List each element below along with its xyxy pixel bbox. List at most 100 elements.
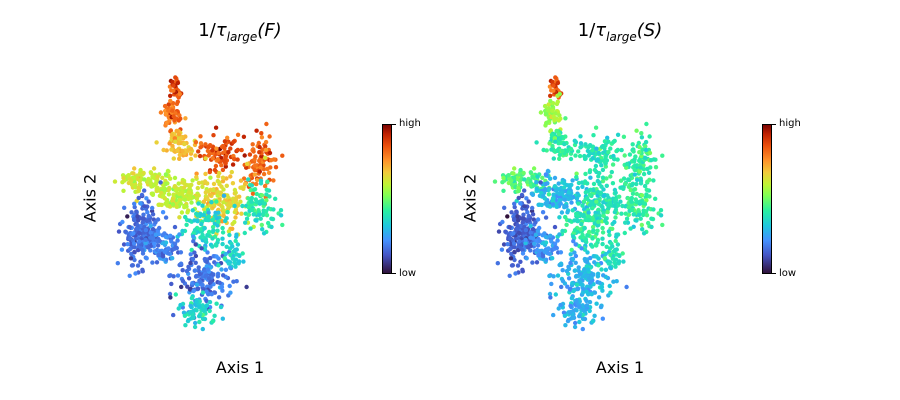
data-point (196, 265, 201, 270)
data-point (557, 156, 562, 161)
data-point (190, 281, 195, 286)
data-point (195, 213, 200, 218)
data-point (223, 251, 228, 257)
data-point (546, 246, 551, 251)
data-point (511, 231, 516, 236)
data-point (220, 316, 225, 321)
data-point (576, 149, 581, 154)
data-point (185, 318, 191, 324)
data-point (532, 241, 537, 246)
point-cluster-upper-right (573, 125, 633, 175)
data-point (159, 202, 164, 208)
data-point (180, 278, 186, 284)
data-point (152, 241, 157, 246)
data-point (568, 146, 574, 152)
data-point (636, 212, 642, 217)
data-point (172, 224, 178, 230)
data-point (172, 118, 177, 123)
data-point (590, 236, 595, 241)
data-point (258, 181, 264, 186)
data-point (257, 150, 262, 155)
data-point (523, 228, 529, 233)
data-point (591, 217, 596, 222)
data-point (590, 224, 596, 230)
data-point (552, 241, 558, 246)
data-point (637, 199, 642, 204)
data-point (254, 128, 259, 133)
data-point (535, 217, 541, 222)
data-point (156, 252, 161, 257)
point-cluster-right-mid (612, 177, 665, 236)
data-point (201, 199, 207, 204)
data-point (264, 192, 269, 197)
data-point (122, 205, 127, 210)
data-point (547, 273, 552, 279)
data-point (565, 210, 570, 215)
data-point (233, 215, 238, 220)
data-point (239, 147, 244, 153)
data-point (210, 244, 215, 249)
data-point (211, 272, 216, 277)
data-point (216, 219, 221, 224)
data-point (612, 219, 617, 225)
data-point (602, 256, 607, 261)
data-point (208, 284, 213, 289)
data-point (512, 166, 517, 171)
data-point (638, 216, 643, 221)
data-point (199, 221, 204, 227)
data-point (526, 245, 531, 250)
y-axis-label: Axis 2 (80, 173, 100, 223)
data-point (166, 102, 171, 107)
data-point (205, 267, 211, 272)
data-point (605, 135, 610, 140)
data-point (580, 290, 586, 295)
data-point (253, 154, 258, 159)
data-point (220, 175, 226, 180)
data-point (583, 171, 588, 177)
data-point (176, 306, 181, 311)
data-point (600, 167, 606, 173)
data-point (607, 283, 612, 289)
data-point (206, 217, 211, 223)
data-point (584, 264, 589, 269)
data-point (537, 225, 542, 231)
data-point (167, 291, 173, 297)
data-point (511, 176, 517, 181)
data-point (203, 142, 208, 147)
data-point (169, 239, 174, 244)
data-point (171, 88, 176, 93)
data-point (252, 167, 257, 173)
data-point (509, 182, 515, 188)
data-point (151, 183, 157, 188)
data-point (267, 134, 272, 139)
data-point (643, 139, 649, 145)
colorbar (382, 124, 392, 274)
data-point (587, 169, 592, 175)
data-point (550, 143, 555, 149)
data-point (244, 216, 250, 221)
colorbar-tick-bottom (772, 273, 776, 274)
data-point (240, 251, 245, 256)
data-point (575, 213, 580, 218)
data-point (519, 192, 525, 198)
data-point (129, 178, 134, 183)
data-point (155, 217, 161, 222)
point-cluster-left-blob-2 (520, 217, 576, 278)
data-point (588, 284, 593, 289)
data-point (576, 265, 581, 270)
point-cluster-tail-mid (538, 91, 563, 141)
data-point (233, 257, 239, 262)
data-point (269, 224, 274, 230)
data-point (585, 148, 591, 154)
data-point (246, 196, 251, 201)
data-point (235, 242, 241, 247)
data-point (557, 113, 562, 118)
data-point (143, 240, 148, 246)
data-point (628, 187, 633, 193)
data-point (254, 199, 259, 205)
data-point (188, 146, 194, 152)
data-point (146, 199, 151, 204)
data-point (142, 204, 147, 209)
data-point (570, 178, 575, 183)
data-point (190, 178, 195, 183)
